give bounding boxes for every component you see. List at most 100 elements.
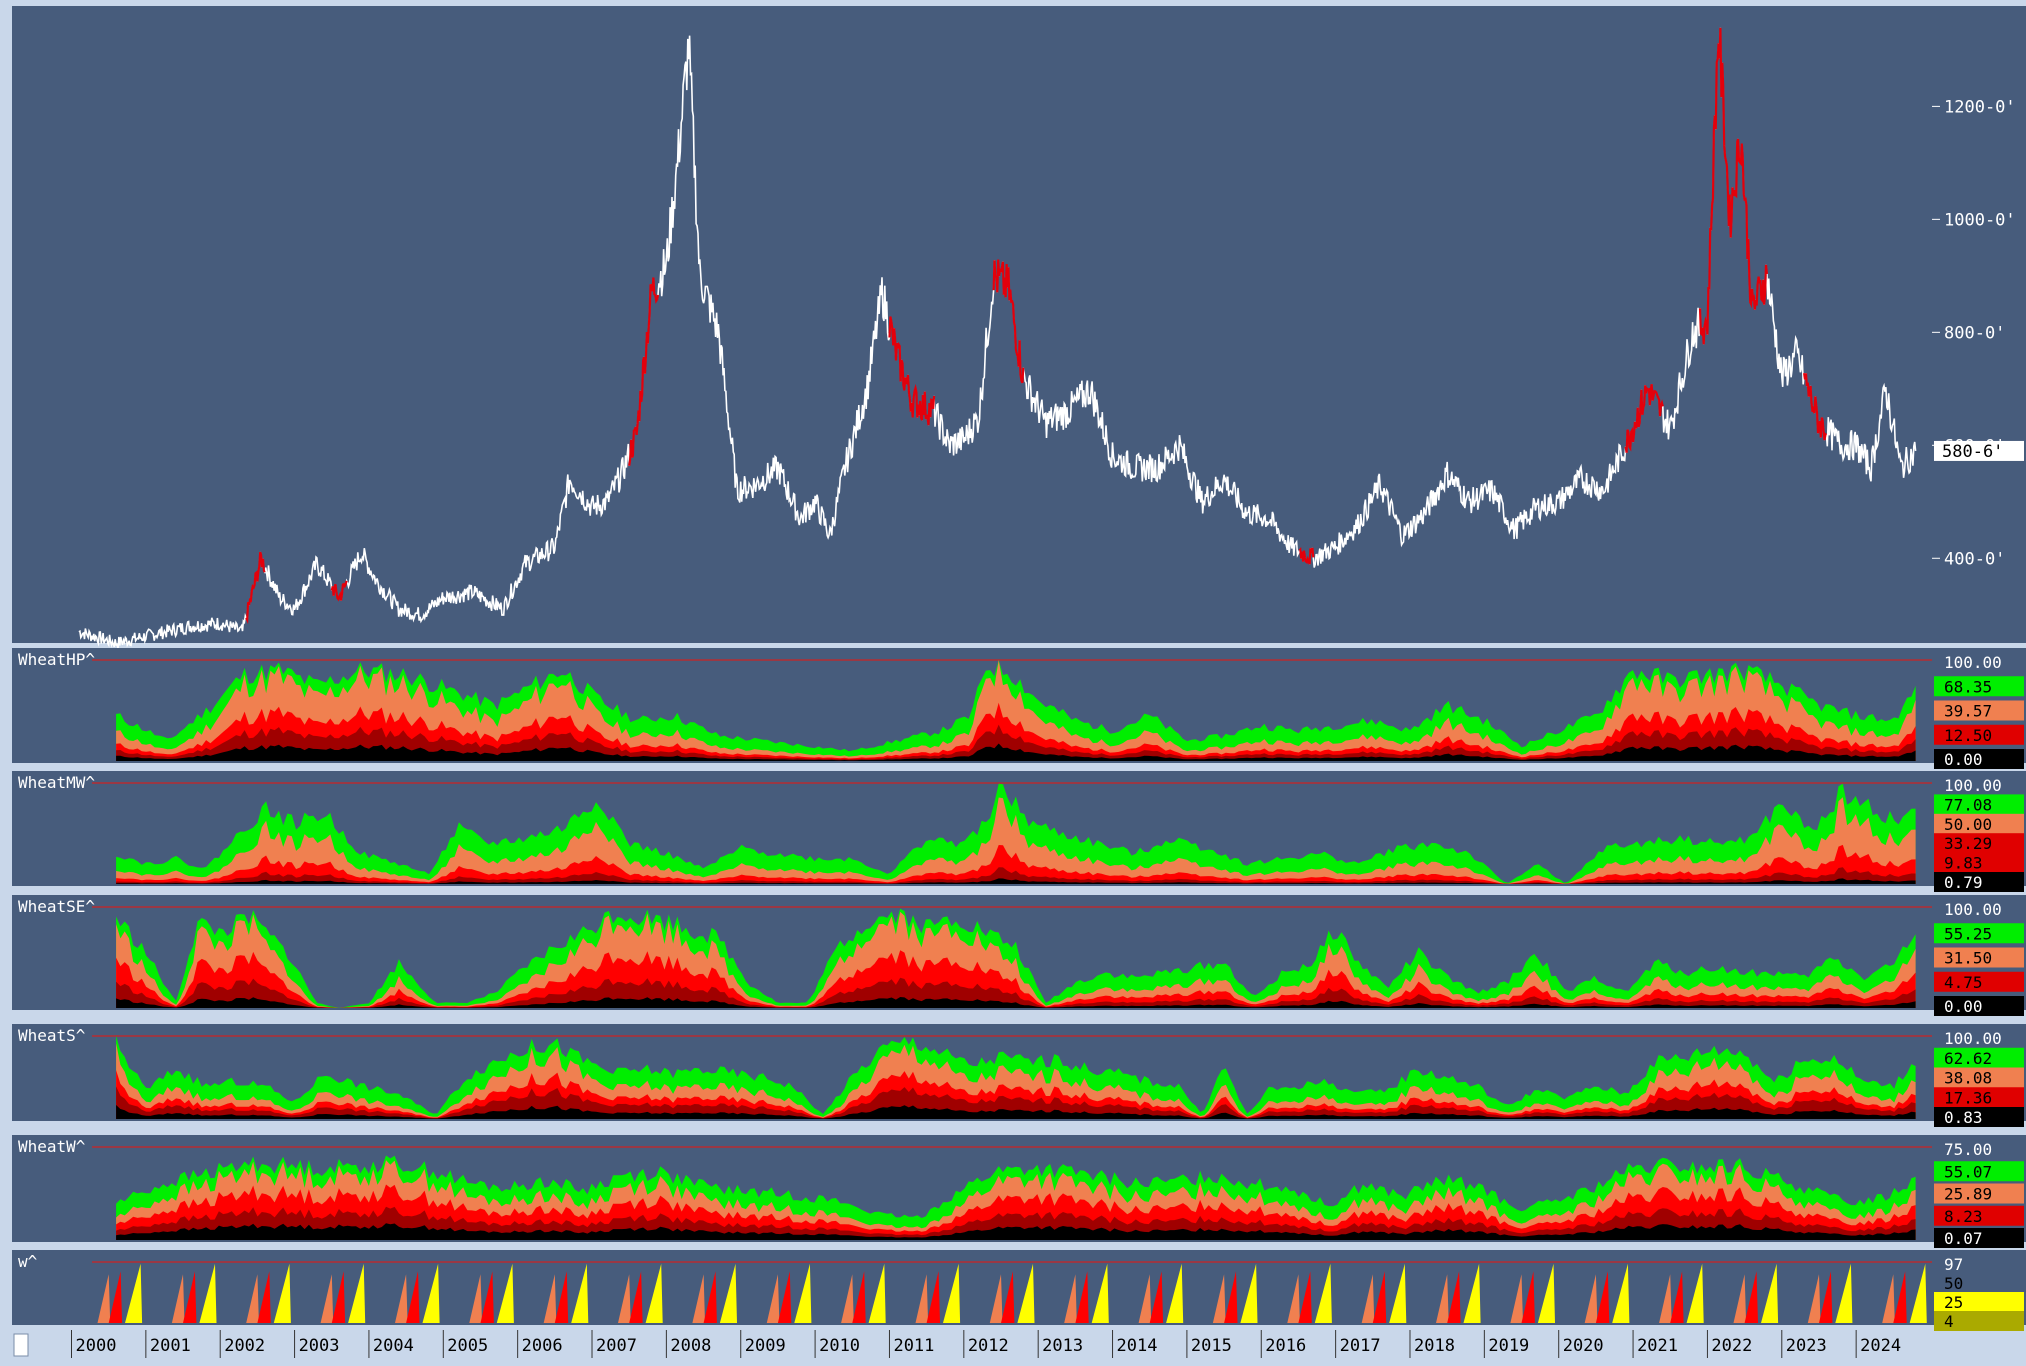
seasonal-wedge-orange: [246, 1274, 259, 1323]
band-red: [116, 950, 1916, 1008]
axis-value-label: 8.23: [1944, 1207, 1983, 1226]
seasonal-wedge-yellow: [1612, 1263, 1630, 1323]
band-orange: [116, 797, 1916, 884]
seasonal-wedge-orange: [841, 1274, 854, 1323]
seasonal-wedge-yellow: [1835, 1263, 1853, 1323]
axis-value-label: 50.00: [1944, 815, 1992, 834]
seasonal-wedge-orange: [1138, 1274, 1152, 1323]
axis-value-label: 68.35: [1944, 677, 1992, 696]
band-black: [116, 743, 1916, 761]
seasonal-wedge-yellow: [1314, 1263, 1332, 1323]
seasonal-wedge-orange: [469, 1274, 482, 1323]
seasonal-wedge-red: [480, 1271, 494, 1323]
seasonal-wedge-red: [852, 1271, 866, 1323]
seasonal-wedge-red: [257, 1271, 271, 1323]
x-axis: 2000 2001 2002 2003 2004 2005 2006 2007 2008 2009…: [12, 1330, 1932, 1358]
scroll-handle[interactable]: [13, 1333, 29, 1357]
axis-value-box: [1934, 1228, 2024, 1248]
x-tick-label: 2017: [1340, 1336, 1381, 1356]
band-black: [116, 878, 1916, 884]
seasonal-wedge-yellow: [645, 1263, 663, 1323]
seasonal-wedge-yellow: [1240, 1263, 1258, 1323]
price-panel-bg: [12, 6, 1932, 643]
x-tick-label: 2012: [968, 1336, 1009, 1356]
axis-value-box: [1934, 724, 2024, 745]
band-black: [116, 1223, 1916, 1240]
seasonal-wedge-red: [1670, 1271, 1684, 1323]
seasonal-wedge-yellow: [273, 1263, 291, 1323]
axis-value-box: [1934, 794, 2024, 815]
axis-value-box: [1934, 1107, 2024, 1127]
seasonal-wedge-orange: [1064, 1274, 1077, 1323]
axis-value-label: 77.08: [1944, 795, 1992, 814]
seasonal-wedge-red: [183, 1271, 197, 1323]
axis-value-label: 62.62: [1944, 1049, 1992, 1068]
x-tick-label: 2014: [1117, 1336, 1158, 1356]
band-red: [116, 844, 1916, 884]
x-tick-label: 2002: [224, 1336, 265, 1356]
axis-value-label: 55.07: [1944, 1162, 1992, 1181]
x-tick-label: 2013: [1042, 1336, 1083, 1356]
axis-value-box: [1934, 872, 2024, 892]
x-tick-label: 2004: [373, 1336, 414, 1356]
indicator-label: WheatMW^: [18, 773, 95, 792]
price-y-tick-label: 400-0': [1944, 549, 2005, 569]
price-highlight-segment: [245, 551, 266, 625]
axis-value-label: 97: [1944, 1255, 1963, 1274]
seasonal-wedge-orange: [395, 1274, 408, 1323]
seasonal-wedge-orange: [766, 1274, 780, 1323]
seasonal-wedge-red: [108, 1271, 123, 1323]
seasonal-wedge-yellow: [1091, 1263, 1109, 1323]
seasonal-wedge-yellow: [1686, 1263, 1704, 1323]
seasonal-wedge-yellow: [719, 1263, 737, 1323]
axis-value-box: [1934, 676, 2024, 697]
axis-value-label: 0.79: [1944, 873, 1983, 892]
indicator-label: w^: [18, 1252, 38, 1271]
x-tick-label: 2020: [1563, 1336, 1604, 1356]
indicator-label: WheatW^: [18, 1137, 86, 1156]
seasonal-wedge-yellow: [199, 1263, 217, 1323]
price-highlight-segment: [330, 580, 348, 602]
indicator-panel-WheatHP: WheatHP^ 100.00 68.35 39.57 12.50 0.00: [12, 648, 2026, 769]
x-tick-label: 2009: [745, 1336, 786, 1356]
seasonal-wedge-red: [777, 1271, 792, 1323]
axis-value-box: [1934, 749, 2024, 769]
seasonal-wedge-orange: [320, 1274, 334, 1323]
seasonal-wedge-orange: [1807, 1274, 1821, 1323]
indicator-panel-WheatW: WheatW^ 75.00 55.07 25.89 8.23 0.07: [12, 1135, 2026, 1248]
seasonal-wedge-red: [1893, 1271, 1907, 1323]
x-tick-label: 2008: [670, 1336, 711, 1356]
x-tick-label: 2000: [75, 1336, 116, 1356]
seasonal-wedge-orange: [1361, 1274, 1375, 1323]
axis-value-label: 100.00: [1944, 776, 2002, 795]
last-value-tag: [1934, 440, 2024, 461]
axis-value-label: 55.25: [1944, 924, 1992, 943]
seasonal-wedge-red: [406, 1271, 420, 1323]
price-y-tick-label: 1000-0': [1944, 210, 2016, 230]
axis-value-box: [1934, 947, 2024, 968]
axis-value-label: 100.00: [1944, 900, 2002, 919]
axis-value-label: 25: [1944, 1293, 1963, 1312]
last-value-label: 580-6': [1942, 442, 2003, 462]
seasonal-wedge-orange: [1212, 1274, 1226, 1323]
axis-value-label: 0.00: [1944, 997, 1983, 1016]
indicator-label: WheatHP^: [18, 650, 95, 669]
x-tick-label: 2019: [1488, 1336, 1529, 1356]
price-highlight-segment: [1803, 372, 1828, 441]
axis-value-label: 33.29: [1944, 834, 1992, 853]
seasonal-wedge-orange: [915, 1274, 929, 1323]
x-tick-label: 2006: [522, 1336, 563, 1356]
indicator-panels: WheatHP^ 100.00 68.35 39.57 12.50 0.00 WheatMW…: [12, 648, 2026, 1331]
axis-value-label: 25.89: [1944, 1185, 1992, 1204]
seasonal-wedge-red: [926, 1271, 940, 1323]
axis-value-box: [1934, 1183, 2024, 1204]
axis-value-label: 39.57: [1944, 702, 1992, 721]
seasonal-wedge-yellow: [571, 1263, 589, 1323]
x-tick-label: 2003: [299, 1336, 340, 1356]
seasonal-wedge-yellow: [794, 1263, 812, 1323]
seasonal-wedge-orange: [97, 1274, 111, 1323]
price-y-tick-label: 1200-0': [1944, 97, 2016, 117]
x-tick-label: 2010: [819, 1336, 860, 1356]
band-black: [116, 997, 1916, 1008]
